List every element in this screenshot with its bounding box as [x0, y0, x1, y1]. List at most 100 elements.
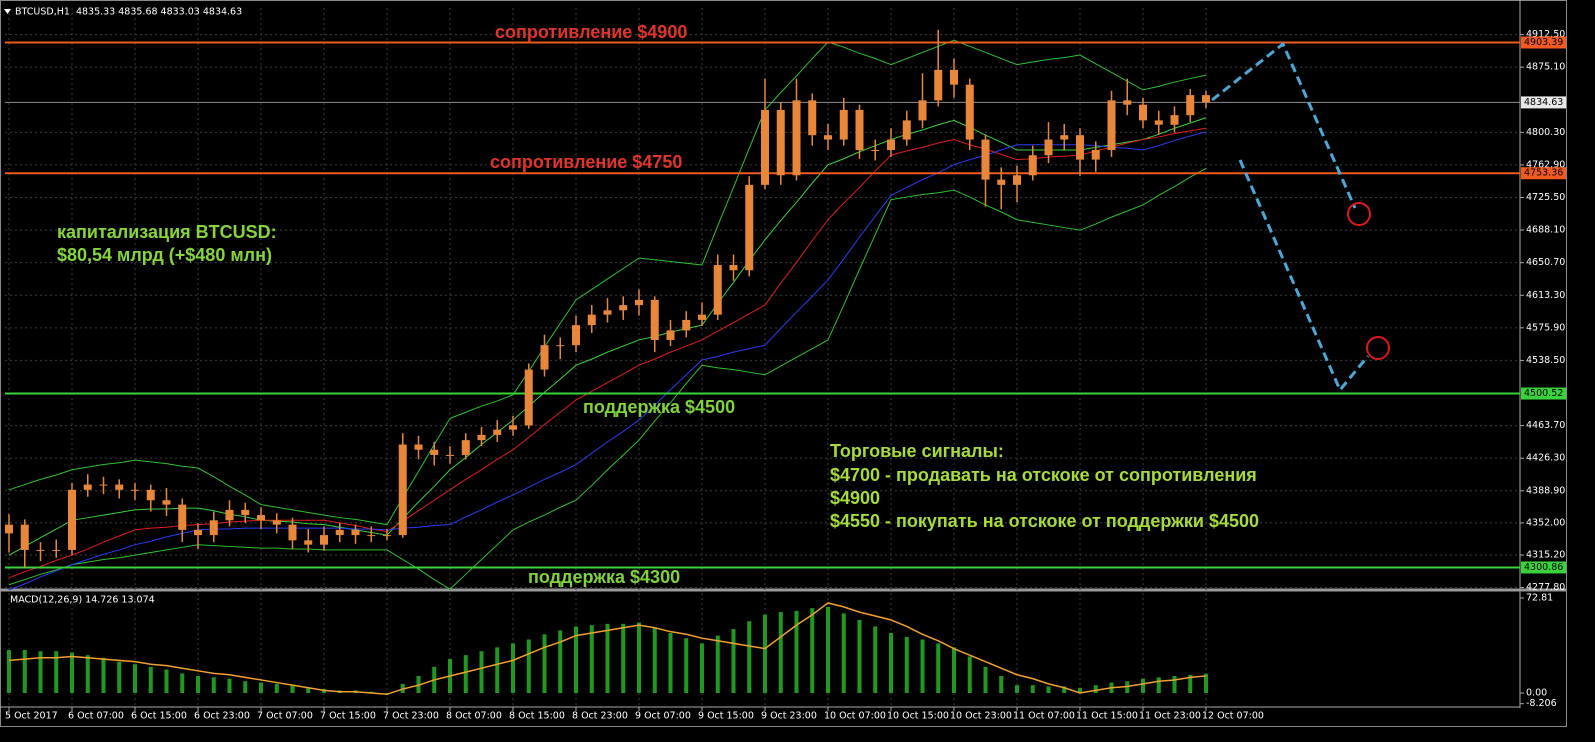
- candle-body: [1013, 175, 1021, 185]
- macd-bar: [85, 655, 90, 693]
- annotation: $4900: [830, 488, 880, 508]
- x-tick-label: 6 Oct 23:00: [194, 711, 250, 722]
- candle-body: [666, 330, 675, 340]
- candle-body: [68, 489, 76, 550]
- macd-bar: [794, 610, 799, 693]
- annotation: Торговые сигналы:: [830, 441, 1004, 461]
- macd-bar: [841, 613, 846, 693]
- y-tick-label: 0.00: [1526, 687, 1547, 698]
- macd-bar: [1046, 686, 1051, 693]
- candle-body: [713, 265, 722, 315]
- x-tick-label: 11 Oct 07:00: [1013, 711, 1075, 722]
- candle-body: [367, 535, 376, 537]
- level-label-box: [1521, 167, 1566, 180]
- candle-body: [99, 484, 108, 486]
- macd-bar: [1141, 678, 1145, 693]
- macd-bar: [1030, 685, 1035, 693]
- candle-body: [288, 524, 297, 541]
- macd-bar: [243, 681, 248, 693]
- y-tick-label: 4463.70: [1526, 420, 1565, 431]
- macd-bar: [511, 643, 515, 693]
- candle-body: [902, 120, 911, 140]
- annotation: сопротивление $4750: [490, 152, 682, 172]
- indicator-line: [8, 131, 1207, 591]
- x-tick-label: 12 Oct 07:00: [1202, 711, 1264, 722]
- menu-arrow: [4, 9, 11, 14]
- candle-body: [1154, 120, 1163, 125]
- candle-body: [383, 535, 391, 537]
- macd-bar: [700, 643, 704, 693]
- indicator-line: [8, 127, 1207, 579]
- candle-body: [1107, 100, 1116, 151]
- macd-bar: [763, 614, 767, 693]
- macd-bar: [7, 649, 11, 693]
- candle-body: [1202, 95, 1210, 103]
- macd-bar: [873, 626, 878, 693]
- candle-body: [556, 345, 565, 347]
- x-tick-label: 8 Oct 07:00: [446, 711, 502, 722]
- candle-body: [682, 319, 691, 331]
- candle-body: [839, 109, 848, 140]
- level-label: 4753.36: [1524, 168, 1563, 179]
- macd-bar: [621, 623, 626, 693]
- candle-body: [524, 369, 533, 426]
- forecast-path: [1238, 159, 1370, 393]
- level-label-box: [1521, 387, 1566, 400]
- macd-bar: [542, 634, 547, 693]
- macd-bar: [936, 643, 941, 693]
- macd-bar: [526, 639, 531, 693]
- y-tick-label: -8.206: [1526, 698, 1557, 709]
- macd-bar: [211, 677, 216, 693]
- candle-body: [209, 520, 218, 536]
- x-tick-label: 10 Oct 07:00: [824, 711, 886, 722]
- target-circle: [1366, 336, 1390, 360]
- candle-body: [398, 444, 407, 536]
- macd-bar: [574, 626, 578, 693]
- macd-bar: [589, 625, 594, 693]
- y-tick-label: 4388.90: [1526, 485, 1565, 496]
- macd-bar: [38, 651, 43, 693]
- macd-bar: [133, 664, 137, 693]
- macd-bar: [731, 629, 736, 693]
- annotation: капитализация BTCUSD:: [57, 222, 277, 242]
- candle-body: [619, 305, 628, 311]
- y-tick-label: 4352.00: [1526, 517, 1565, 528]
- x-tick-label: 7 Oct 15:00: [320, 711, 376, 722]
- macd-bar: [101, 657, 106, 693]
- macd-bar: [1093, 685, 1098, 693]
- candle-body: [115, 484, 124, 490]
- candle-body: [1139, 104, 1147, 121]
- macd-bar: [274, 683, 279, 693]
- candle-body: [918, 100, 927, 121]
- candle-body: [430, 449, 439, 455]
- plot-area: 4912.50 4875.10 4800.30 4762.90 4725.50 4688.…: [5, 8, 1566, 722]
- macd-bar: [1172, 676, 1177, 693]
- x-tick-label: 11 Oct 15:00: [1076, 711, 1138, 722]
- candle-body: [1170, 115, 1179, 125]
- candle-body: [745, 184, 754, 271]
- annotation: $4550 - покупать на отскоке от поддержки…: [830, 511, 1259, 531]
- macd-bar: [826, 606, 830, 693]
- x-tick-label: 9 Oct 15:00: [698, 711, 754, 722]
- candle-body: [635, 299, 643, 306]
- candle-body: [887, 139, 895, 151]
- y-tick-label: 72.81: [1526, 592, 1553, 603]
- macd-bar: [495, 647, 500, 693]
- candle-body: [1028, 155, 1037, 176]
- candle-body: [335, 529, 344, 536]
- level-label: 4903.39: [1524, 37, 1563, 48]
- macd-bar: [920, 639, 925, 693]
- y-tick-label: 4725.50: [1526, 192, 1565, 203]
- candle-body: [52, 549, 61, 551]
- macd-bar: [684, 638, 689, 693]
- candle-body: [540, 345, 549, 370]
- level-label: 4500.52: [1524, 388, 1563, 399]
- candle-body: [965, 84, 974, 140]
- indicator-line: [8, 39, 1207, 526]
- x-tick-label: 10 Oct 23:00: [950, 711, 1012, 722]
- macd-bar: [652, 627, 657, 693]
- macd-bar: [952, 647, 956, 693]
- x-tick-label: 10 Oct 15:00: [887, 711, 949, 722]
